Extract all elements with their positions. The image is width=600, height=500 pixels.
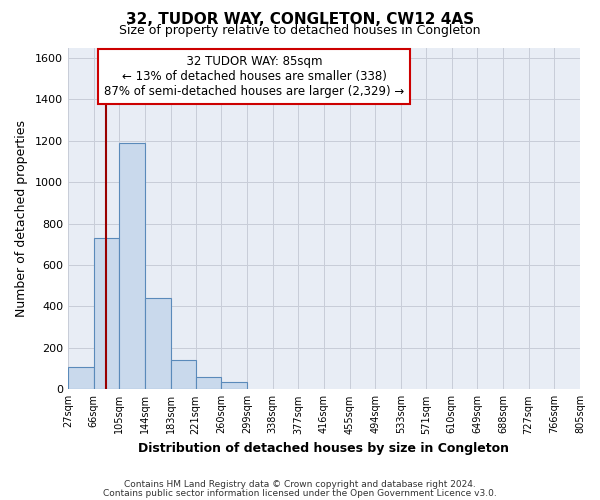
Text: Size of property relative to detached houses in Congleton: Size of property relative to detached ho… [119,24,481,37]
Bar [196,377,221,390]
Text: Contains HM Land Registry data © Crown copyright and database right 2024.: Contains HM Land Registry data © Crown c… [124,480,476,489]
Bar [170,360,196,390]
Bar [119,143,145,390]
Bar [94,238,119,390]
Bar [221,382,247,390]
Y-axis label: Number of detached properties: Number of detached properties [15,120,28,317]
Text: 32 TUDOR WAY: 85sqm  
← 13% of detached houses are smaller (338)
87% of semi-det: 32 TUDOR WAY: 85sqm ← 13% of detached ho… [104,55,404,98]
Bar [145,298,170,390]
Bar [68,366,94,390]
X-axis label: Distribution of detached houses by size in Congleton: Distribution of detached houses by size … [139,442,509,455]
Text: 32, TUDOR WAY, CONGLETON, CW12 4AS: 32, TUDOR WAY, CONGLETON, CW12 4AS [126,12,474,28]
Text: Contains public sector information licensed under the Open Government Licence v3: Contains public sector information licen… [103,488,497,498]
